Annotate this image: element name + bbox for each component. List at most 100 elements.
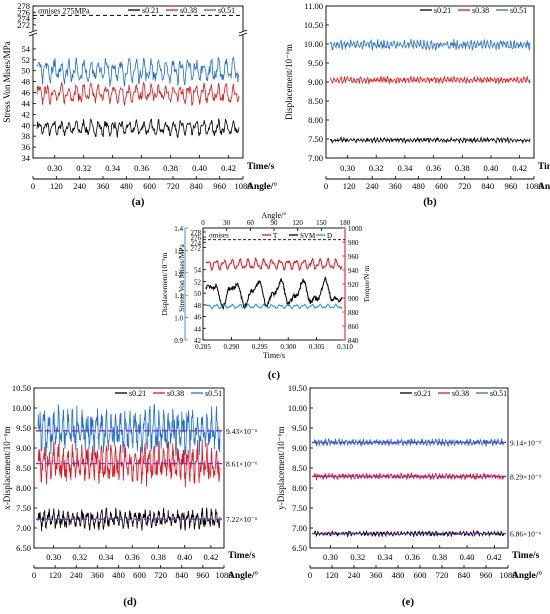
y-tick-label: 7.50 (308, 134, 323, 144)
angle-tick-label: 0 (308, 570, 312, 580)
stress-tick-label: 48 (194, 302, 202, 310)
angle-tick-label: 840 (190, 181, 203, 191)
time-axis-label: Time/s (228, 551, 256, 561)
series-line-s021 (329, 135, 531, 145)
y-axis-label: x-Displacement/10⁻⁶m (2, 426, 12, 509)
angle-tick-label: 240 (70, 570, 83, 580)
angle-tick-label: 480 (120, 181, 133, 191)
y-tick-label: 10.00 (288, 403, 307, 413)
angle-tick-label: 960 (505, 181, 518, 191)
angle-tick-label: 360 (91, 570, 104, 580)
angle-tick-label: 840 (481, 181, 494, 191)
angle-tick-label: 0 (32, 570, 36, 580)
angle-tick-label: 90 (271, 219, 279, 227)
time-tick-label: 0.42 (487, 552, 502, 562)
angle-tick-label: 240 (73, 181, 86, 191)
legend-label: D (327, 232, 332, 240)
time-tick-label: 0.36 (426, 163, 441, 173)
mean-label: 9.43×10⁻⁶ (226, 427, 258, 436)
legend-label: s0.38 (452, 389, 469, 398)
stress-tick-label: 272 (191, 244, 202, 252)
axis-break-mark (238, 29, 248, 34)
axis-break-gap (239, 31, 247, 35)
axis-break-mark (28, 32, 38, 37)
series-line-s038 (329, 75, 531, 85)
angle-tick-label: 360 (370, 570, 383, 580)
series-line-s051 (313, 437, 505, 447)
y-tick-label: 48 (22, 77, 31, 87)
y-tick-label: 9.50 (308, 58, 323, 68)
time-tick-label: 0.40 (192, 163, 207, 173)
y-tick-label: 10.50 (12, 383, 31, 393)
time-tick-label: 0.30 (340, 163, 355, 173)
right-axis-tick-label: 940 (348, 267, 359, 275)
time-tick-label: 0.285 (195, 343, 211, 351)
y-axis-label: y-Displacement/10⁻⁶m (276, 426, 286, 509)
y-tick-label: 44 (22, 98, 31, 108)
y-tick-label: 50 (22, 66, 31, 76)
angle-tick-label: 120 (292, 219, 303, 227)
angle-tick-label: 720 (154, 570, 167, 580)
time-tick-label: 0.34 (99, 552, 115, 562)
time-tick-label: 0.300 (280, 343, 296, 351)
panel-b: 7.00 7.50 8.00 8.50 9.00 9.50 10.00 10.50 11.00 D… (284, 1, 550, 208)
time-tick-label: 0.38 (151, 552, 166, 562)
legend-label: s0.21 (129, 389, 146, 398)
angle-axis-label: Angle/° (512, 570, 542, 581)
angle-tick-label: 180 (340, 219, 351, 227)
right-axis-tick-label: 880 (348, 309, 359, 317)
time-tick-label: 0.40 (484, 163, 499, 173)
y-tick-label: 8.00 (308, 115, 323, 125)
time-tick-label: 0.38 (455, 163, 470, 173)
y-tick-label: 10.50 (304, 20, 323, 30)
time-axis-label: Time/s (247, 162, 275, 172)
y-axis-label: Stress Von Mises/MPa (2, 41, 12, 122)
left-axis-tick-label: 1.0 (174, 315, 183, 323)
time-tick-label: 0.290 (224, 343, 240, 351)
time-tick-label: 0.36 (134, 163, 149, 173)
left-axis-tick-label: 0.9 (174, 337, 183, 345)
panel-d: 6.50 7.00 7.50 8.00 8.50 9.00 9.50 10.00 10.50 x-… (2, 383, 258, 608)
panel-caption: (d) (123, 596, 137, 608)
stress-tick-label: 42 (194, 337, 202, 345)
legend-label: s0.38 (167, 389, 184, 398)
y-tick-label: 36 (22, 142, 31, 152)
angle-axis-label: Angle/° (228, 570, 258, 581)
mean-label: 6.86×10⁻⁶ (510, 530, 542, 539)
angle-tick-label: 600 (133, 570, 146, 580)
legend-label: s0.21 (434, 6, 451, 15)
y-tick-label: 274 (17, 14, 31, 24)
y-tick-label: 7.00 (16, 523, 31, 533)
legend-label: T (273, 232, 278, 240)
y-tick-label: 7.00 (292, 523, 307, 533)
angle-tick-label: 360 (97, 181, 110, 191)
angle-tick-label: 0 (324, 181, 328, 191)
time-tick-label: 0.36 (125, 552, 140, 562)
series-line-s038 (313, 472, 505, 481)
axis-break-mark (238, 32, 248, 37)
axis-break-mark (28, 29, 38, 34)
y-tick-label: 276 (17, 7, 30, 17)
angle-tick-label: 1080 (526, 181, 543, 191)
angle-tick-label: 960 (213, 181, 226, 191)
series-line-s051 (36, 56, 240, 87)
time-tick-label: 0.34 (105, 163, 121, 173)
time-tick-label: 0.30 (46, 552, 61, 562)
y-axis-label: Displacement/10⁻⁶m (284, 44, 294, 120)
angle-tick-label: 600 (414, 570, 427, 580)
angle-tick-label: 480 (392, 570, 405, 580)
right-axis-tick-label: 960 (348, 253, 359, 261)
stress-tick-label: 274 (191, 239, 202, 247)
y-tick-label: 8.00 (16, 483, 31, 493)
angle-tick-label: 120 (49, 570, 62, 580)
mean-label: 7.22×10⁻⁶ (226, 515, 258, 524)
angle-axis-label: Angle/° (262, 211, 287, 220)
angle-tick-label: 240 (348, 570, 361, 580)
legend-label: s0.51 (218, 6, 235, 15)
angle-tick-label: 120 (343, 181, 356, 191)
time-axis-label: Time/s (263, 351, 285, 360)
angle-tick-label: 240 (366, 181, 379, 191)
y-tick-label: 40 (22, 120, 31, 130)
legend-label: s0.51 (205, 389, 222, 398)
angle-tick-label: 120 (326, 570, 339, 580)
